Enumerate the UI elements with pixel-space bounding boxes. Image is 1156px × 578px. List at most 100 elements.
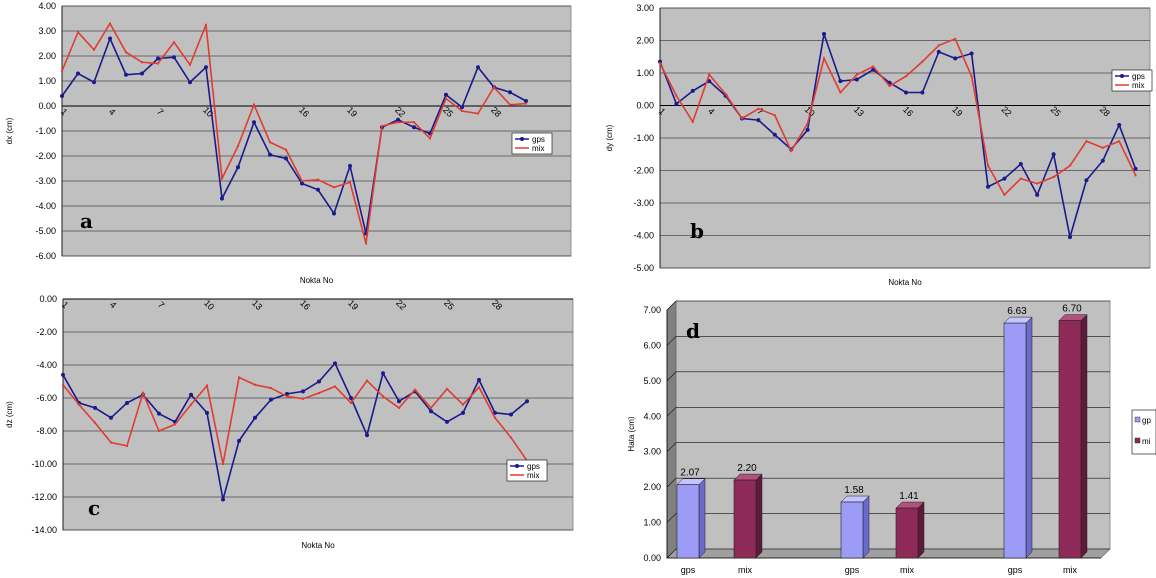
point-mix (741, 117, 743, 120)
point-gps (268, 152, 272, 157)
point-mix (413, 121, 415, 124)
legend: gp mi (1131, 409, 1156, 455)
x-tick-label: gps (845, 565, 860, 575)
bar-side-mix (1080, 314, 1088, 559)
legend-label-gps: gps (532, 135, 545, 144)
point-mix (872, 65, 875, 68)
x-tick-label: 4 (108, 300, 119, 311)
x-tick-label: 4 (706, 106, 717, 117)
point-gps (92, 80, 96, 85)
legend-marker-gps (1120, 74, 1124, 78)
legend-marker-gps (515, 464, 519, 468)
point-gps (445, 419, 449, 424)
point-gps (920, 90, 925, 95)
point-gps (61, 372, 65, 377)
bar-gps (840, 501, 864, 559)
point-gps (493, 410, 497, 415)
bar-mix (895, 507, 919, 559)
point-mix (888, 85, 891, 87)
point-mix (110, 441, 112, 444)
chart-d: 7.00 6.00 5.00 4.00 3.00 2.00 1.00 0.00 2.07 gps 2… (627, 300, 1156, 575)
point-mix (790, 150, 793, 152)
point-mix (1036, 182, 1039, 185)
point-mix (1134, 174, 1137, 177)
side-wall (666, 300, 677, 559)
point-mix (1003, 193, 1006, 196)
y-axis-title: dy (cm) (605, 124, 614, 151)
point-gps (525, 399, 529, 404)
point-gps (690, 88, 695, 93)
point-mix (462, 403, 464, 406)
point-mix (1052, 176, 1055, 178)
point-mix (987, 164, 989, 167)
point-gps (461, 410, 465, 415)
y-tick-label: -12.00 (31, 492, 57, 502)
point-mix (141, 61, 143, 64)
point-gps (508, 90, 512, 95)
panel-tag: d (686, 319, 700, 343)
y-tick-label: 4.00 (643, 411, 661, 421)
point-gps (477, 377, 481, 382)
point-mix (237, 145, 239, 147)
point-mix (381, 125, 383, 127)
value-label: 6.63 (1007, 306, 1027, 317)
point-mix (333, 186, 335, 189)
point-mix (205, 23, 207, 26)
x-axis-title: Nokta No (300, 276, 334, 285)
x-tick-label: 7 (755, 106, 766, 117)
point-gps (953, 56, 958, 61)
point-gps (476, 65, 480, 70)
gridline (666, 336, 1110, 346)
point-gps (220, 196, 224, 201)
point-mix (238, 376, 240, 379)
point-mix (222, 463, 224, 465)
point-gps (317, 379, 321, 384)
x-tick-label: mix (738, 565, 752, 575)
point-mix (823, 57, 825, 60)
point-mix (970, 75, 973, 78)
point-gps (1100, 158, 1105, 163)
chart-a: 4.00 3.00 2.00 1.00 0.00 -1.00 -2.00 -3.00 -4.00… (5, 1, 572, 285)
point-mix (430, 406, 432, 409)
y-tick-label: 0.00 (636, 101, 654, 111)
bar-side-mix (917, 501, 925, 559)
panel-tag: c (88, 496, 100, 520)
x-tick-label: 1 (60, 300, 71, 311)
bar-side-mix (755, 473, 763, 559)
point-gps (124, 72, 128, 77)
point-gps (904, 90, 908, 95)
point-mix (269, 141, 271, 144)
y-tick-label: 3.00 (643, 447, 661, 457)
point-mix (691, 120, 694, 123)
value-label: 1.41 (899, 491, 919, 502)
legend-marker-gps (520, 137, 524, 141)
point-mix (708, 73, 711, 76)
point-gps (60, 94, 64, 98)
point-mix (285, 148, 287, 151)
point-gps (1133, 166, 1138, 171)
point-gps (300, 181, 304, 186)
point-mix (493, 86, 495, 89)
point-gps (301, 389, 305, 394)
point-mix (1069, 164, 1071, 167)
panel-tag: a (80, 209, 93, 233)
point-gps (236, 165, 240, 170)
point-gps (285, 391, 289, 396)
y-tick-label: 3.00 (636, 3, 654, 13)
gridline (666, 513, 1110, 523)
value-label: 2.07 (680, 468, 700, 479)
series-line-gps (61, 36, 527, 234)
point-mix (445, 97, 447, 100)
point-mix (301, 180, 303, 182)
point-mix (509, 103, 511, 106)
point-gps (156, 56, 160, 61)
point-mix (190, 403, 192, 406)
point-mix (78, 403, 80, 406)
point-gps (756, 118, 761, 123)
bar-side-gps (862, 495, 870, 559)
y-tick-label: 0.00 (643, 553, 661, 563)
point-mix (921, 60, 924, 63)
point-gps (397, 399, 401, 404)
point-gps (316, 187, 320, 192)
